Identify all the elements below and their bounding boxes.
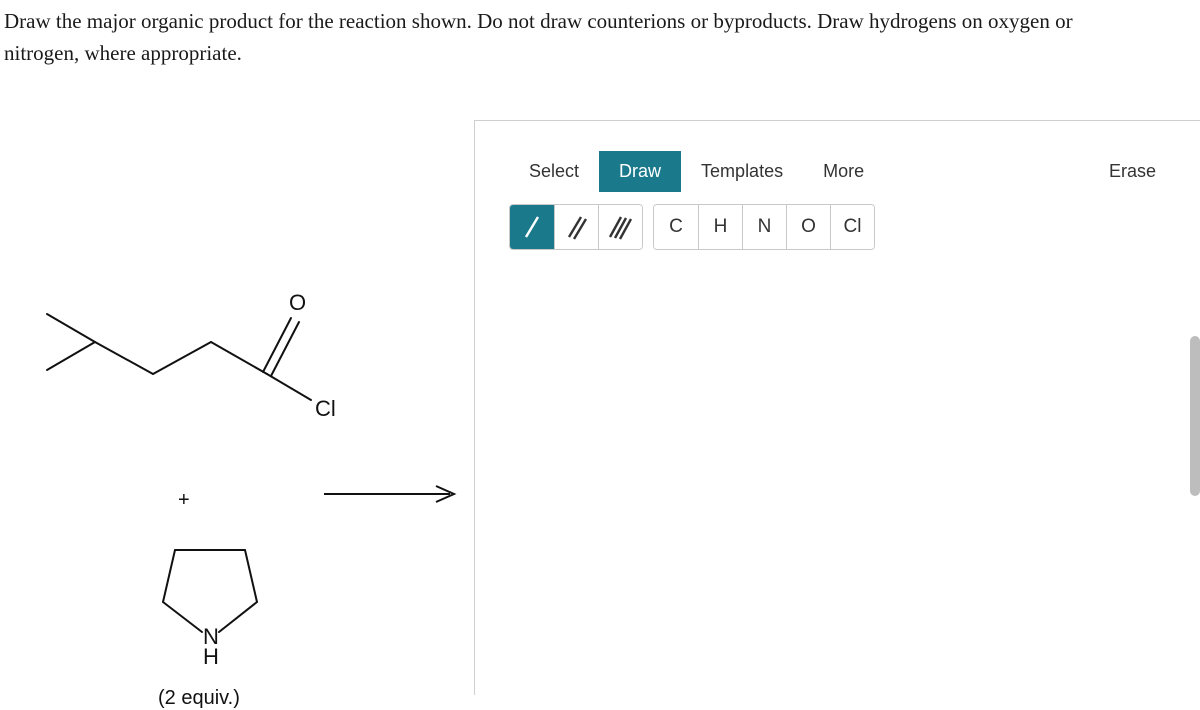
tab-select[interactable]: Select [509, 151, 599, 192]
atom-c-button[interactable]: C [654, 205, 698, 249]
tab-templates[interactable]: Templates [681, 151, 803, 192]
single-bond-tool[interactable] [510, 205, 554, 249]
atom-n-button[interactable]: N [742, 205, 786, 249]
atom-tool-group: C H N O Cl [653, 204, 875, 250]
question-line1: Draw the major organic product for the r… [4, 9, 1073, 33]
equivalents-label: (2 equiv.) [158, 687, 240, 710]
oxygen-label: O [289, 294, 306, 315]
erase-button[interactable]: Erase [1089, 151, 1176, 192]
chlorine-label: Cl [315, 396, 336, 421]
triple-bond-icon [607, 213, 635, 241]
reaction-arrow [320, 479, 470, 509]
tab-more[interactable]: More [803, 151, 884, 192]
question-text: Draw the major organic product for the r… [0, 0, 1200, 69]
single-bond-icon [522, 213, 542, 241]
tool-row: C H N O Cl [509, 204, 1176, 250]
pyrrolidine-structure: N H [145, 524, 275, 664]
acyl-chloride-structure: O Cl [35, 294, 365, 464]
atom-cl-button[interactable]: Cl [830, 205, 874, 249]
drawing-panel: Select Draw Templates More Erase [474, 120, 1200, 695]
reactants-pane: O Cl + N H (2 equiv.) [0, 129, 470, 629]
tab-draw[interactable]: Draw [599, 151, 681, 192]
double-bond-tool[interactable] [554, 205, 598, 249]
hydrogen-label: H [203, 644, 219, 664]
atom-h-button[interactable]: H [698, 205, 742, 249]
plus-sign: + [178, 489, 190, 512]
question-line2: nitrogen, where appropriate. [4, 41, 242, 65]
tab-row: Select Draw Templates More Erase [509, 151, 1176, 192]
double-bond-icon [565, 213, 589, 241]
bond-tool-group [509, 204, 643, 250]
atom-o-button[interactable]: O [786, 205, 830, 249]
scrollbar-thumb[interactable] [1190, 336, 1200, 496]
toolbar: Select Draw Templates More Erase [475, 121, 1200, 250]
triple-bond-tool[interactable] [598, 205, 642, 249]
